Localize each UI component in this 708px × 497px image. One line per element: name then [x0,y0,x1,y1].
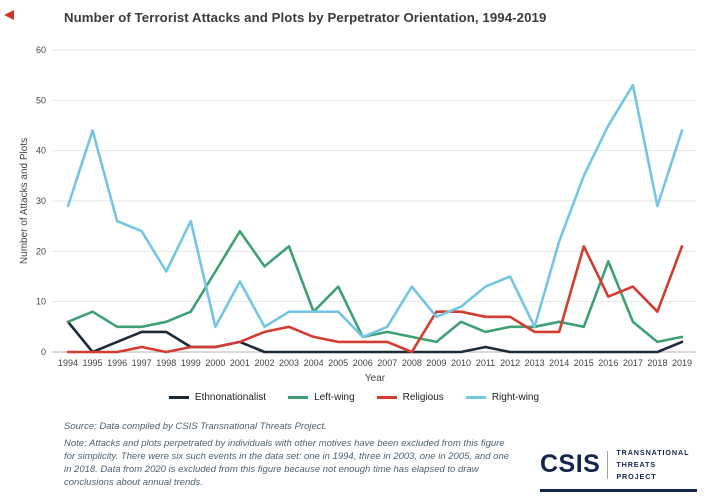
series-lines [66,83,684,354]
x-tick-label-1995: 1995 [83,358,103,368]
legend-item-ethnonationalist: Ethnonationalist [168,392,267,403]
legend-item-right-wing: Right-wing [465,392,540,403]
series-line-religious [66,245,684,354]
x-tick-label-1996: 1996 [107,358,127,368]
x-tick-label-2002: 2002 [254,358,274,368]
x-tick-label-2004: 2004 [304,358,324,368]
legend-label-left-wing: Left-wing [314,392,355,403]
note-text: Note: Attacks and plots perpetrated by i… [64,438,510,489]
red-arrow-icon [4,10,14,20]
logo-program-line1: TRANSNATIONAL [616,448,690,457]
x-tick-label-2009: 2009 [426,358,446,368]
x-tick-label-2017: 2017 [623,358,643,368]
legend-label-right-wing: Right-wing [491,392,540,403]
x-tick-label-1997: 1997 [132,358,152,368]
x-tick-label-2016: 2016 [598,358,618,368]
legend-swatch-ethnonationalist [168,396,189,399]
x-tick-label-2011: 2011 [476,358,495,368]
logo-underline [540,488,697,492]
y-tick-label-30: 30 [36,196,46,206]
csis-wordmark: CSIS [540,450,601,479]
y-tick-label-20: 20 [36,246,46,256]
x-tick-label-2010: 2010 [451,358,471,368]
y-tick-label-50: 50 [36,95,46,105]
line-chart: 0 10 20 30 40 50 60 1994 1995 1996 1997 1998 1999 200… [19,45,696,384]
gridlines [52,49,696,353]
logo-program-line2: THREATS PROJECT [616,459,657,481]
series-line-right-wing [66,83,684,339]
x-tick-label-2013: 2013 [525,358,545,368]
x-tick-label-2007: 2007 [377,358,397,368]
series-line-ethnonationalist [66,320,684,354]
csis-logo-row: CSIS TRANSNATIONAL THREATS PROJECT [540,447,697,483]
y-axis-title: Number of Attacks and Plots [19,138,30,264]
axis-tick-labels: 0 10 20 30 40 50 60 1994 1995 1996 1997 1998 1999 200… [36,45,692,368]
legend-swatch-right-wing [465,396,486,399]
y-tick-label-60: 60 [36,45,46,55]
x-tick-label-2003: 2003 [279,358,299,368]
x-tick-label-2008: 2008 [402,358,422,368]
x-tick-label-2006: 2006 [353,358,373,368]
x-tick-label-2015: 2015 [574,358,594,368]
x-tick-label-2018: 2018 [647,358,667,368]
y-tick-label-10: 10 [36,297,46,307]
y-tick-label-40: 40 [36,146,46,156]
y-tick-label-0: 0 [41,347,46,357]
x-tick-label-1998: 1998 [156,358,176,368]
x-tick-label-2014: 2014 [549,358,569,368]
chart-title: Number of Terrorist Attacks and Plots by… [64,10,547,25]
legend-item-left-wing: Left-wing [288,392,355,403]
x-axis-title: Year [365,373,386,384]
legend-swatch-religious [376,396,397,399]
logo-program-name: TRANSNATIONAL THREATS PROJECT [616,447,697,483]
legend-label-ethnonationalist: Ethnonationalist [194,392,267,403]
chart-legend: Ethnonationalist Left-wing Religious Right-… [40,392,668,403]
x-tick-label-1994: 1994 [58,358,78,368]
source-text: Source: Data compiled by CSIS Transnatio… [64,421,327,432]
x-tick-label-2005: 2005 [328,358,348,368]
csis-logo: CSIS TRANSNATIONAL THREATS PROJECT [540,447,697,492]
logo-divider [607,450,609,479]
x-tick-label-1999: 1999 [181,358,201,368]
legend-label-religious: Religious [402,392,444,403]
x-tick-label-2001: 2001 [230,358,250,368]
legend-swatch-left-wing [288,396,309,399]
x-tick-label-2012: 2012 [500,358,520,368]
series-line-left-wing [66,229,684,344]
x-tick-label-2000: 2000 [205,358,225,368]
legend-item-religious: Religious [376,392,444,403]
x-tick-label-2019: 2019 [672,358,692,368]
